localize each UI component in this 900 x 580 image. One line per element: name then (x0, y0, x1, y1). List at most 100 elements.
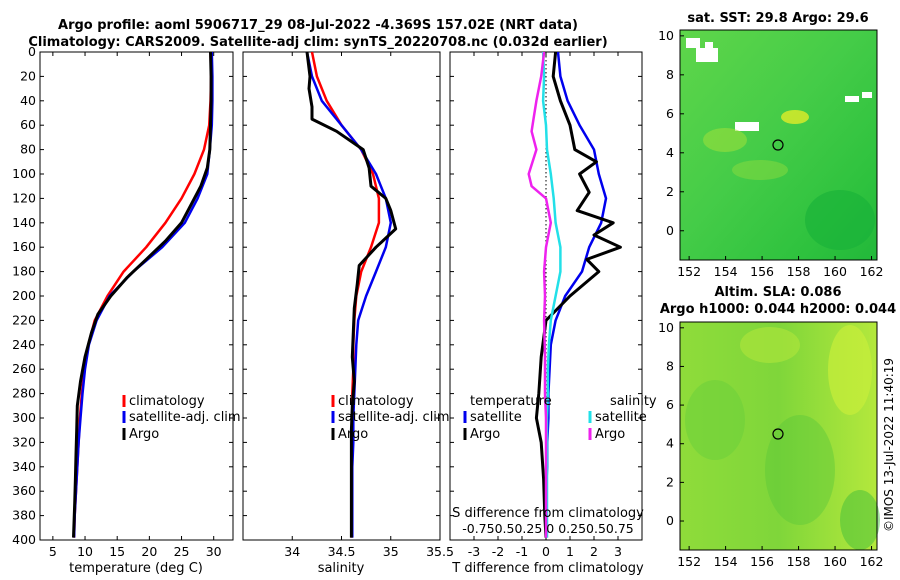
temperature-xlabel: temperature (deg C) (69, 561, 203, 576)
series-line-salinity-argo (527, 52, 553, 538)
depth-tick-label: 240 (12, 337, 36, 352)
sla-low-region (765, 415, 835, 525)
series-line-argo (72, 52, 213, 538)
difference-legend: temperature salinity satellite Argo sate… (463, 394, 657, 442)
sst-missing-patch (845, 96, 859, 102)
series-group (305, 52, 398, 538)
series-line-argo (305, 52, 398, 538)
x-tick-label: -2 (492, 544, 504, 559)
map-y-tick-label: 10 (658, 28, 674, 43)
x-tick-label: 35 (383, 544, 399, 559)
depth-tick-label: 60 (20, 117, 36, 132)
salinity-xlabel: salinity (318, 561, 365, 576)
sst-map-frame (679, 29, 878, 261)
legend-label-satellite: satellite-adj. clim (129, 410, 241, 425)
sst-missing-patch (705, 42, 713, 48)
sla-map-frame (679, 321, 878, 551)
map-y-tick-label: 10 (658, 320, 674, 335)
salinity-legend: climatology satellite-adj. clim Argo (331, 394, 450, 442)
series-group (527, 52, 622, 538)
legend-title-salinity: salinity (610, 394, 657, 409)
x-tick-label: -3 (468, 544, 480, 559)
sla-map-title: Altim. SLA: 0.086 (715, 285, 842, 300)
map-y-tick-label: 0 (666, 513, 674, 528)
depth-tick-label: 320 (12, 434, 36, 449)
copyright-label: ©IMOS 13-Jul-2022 11:40:19 (882, 358, 896, 532)
legend-label-climatology: climatology (129, 394, 205, 409)
map-x-tick-label: 160 (823, 554, 847, 569)
x-tick-label: 34 (284, 544, 300, 559)
sst-cool-region (805, 190, 875, 250)
x-tick-label: 0 (542, 544, 550, 559)
legend-label-temp-argo: Argo (470, 427, 500, 442)
sla-low-region (685, 380, 745, 460)
depth-tick-label: 80 (20, 142, 36, 157)
map-x-tick-label: 152 (677, 264, 701, 279)
sst-missing-patch (735, 122, 759, 131)
depth-tick-label: 200 (12, 288, 36, 303)
depth-tick-label: 340 (12, 459, 36, 474)
map-x-tick-label: 154 (714, 264, 738, 279)
sst-warm-spot (732, 160, 788, 180)
depth-tick-label: 40 (20, 93, 36, 108)
depth-tick-label: 120 (12, 190, 36, 205)
x-tick-label: 3 (614, 544, 622, 559)
figure-title-line2: Climatology: CARS2009. Satellite-adj cli… (28, 35, 607, 50)
map-x-tick-label: 160 (823, 264, 847, 279)
depth-tick-label: 180 (12, 264, 36, 279)
sla-map (679, 321, 880, 551)
sla-low-region (840, 490, 880, 550)
map-x-tick-label: 162 (860, 554, 884, 569)
series-line-climatology (72, 52, 213, 538)
x-tick-label: 20 (141, 544, 157, 559)
legend-label-sal-argo: Argo (595, 427, 625, 442)
map-x-tick-label: 154 (714, 554, 738, 569)
x-tick-label: 5 (49, 544, 57, 559)
legend-label-argo: Argo (338, 427, 368, 442)
depth-tick-label: 280 (12, 386, 36, 401)
series-line-temperature-argo (534, 52, 622, 538)
x-tick-label: 15 (109, 544, 125, 559)
map-x-tick-label: 156 (750, 264, 774, 279)
depth-tick-label: 300 (12, 410, 36, 425)
depth-tick-label: 100 (12, 166, 36, 181)
sst-warm-spot (703, 128, 747, 152)
sst-argo-marker (772, 139, 784, 151)
sst-missing-patch (696, 48, 718, 62)
sla-map-ticks: 152 154 156 158 160 162 0 2 4 6 8 10 (658, 320, 883, 569)
x-tick-label: 25 (174, 544, 190, 559)
legend-title-temperature: temperature (470, 394, 552, 409)
x-tick-label: 2 (590, 544, 598, 559)
map-x-tick-label: 158 (787, 264, 811, 279)
map-y-tick-label: 8 (666, 358, 674, 373)
map-x-tick-label: 162 (860, 264, 884, 279)
difference-top-xlabel: S difference from climatology (452, 506, 644, 521)
depth-tick-label: 20 (20, 68, 36, 83)
map-y-tick-label: 2 (666, 474, 674, 489)
map-y-tick-label: 6 (666, 106, 674, 121)
legend-label-climatology: climatology (338, 394, 414, 409)
sst-missing-patch (862, 92, 872, 98)
temperature-legend: climatology satellite-adj. clim Argo (122, 394, 241, 442)
map-y-tick-label: 6 (666, 397, 674, 412)
temperature-panel-frame (39, 51, 234, 541)
sst-map-ticks: 152 154 156 158 160 162 0 2 4 6 8 10 (658, 28, 883, 279)
depth-tick-label: 400 (12, 532, 36, 547)
legend-label-temp-satellite: satellite (470, 410, 522, 425)
salinity-panel: 34 34.5 35 35.5 (243, 51, 454, 559)
temperature-panel: 5 10 15 20 25 30 (40, 51, 233, 559)
sst-map-title: sat. SST: 29.8 Argo: 29.6 (687, 11, 868, 26)
series-line-satellite-adj-clim (305, 52, 393, 538)
x-tick-label: 30 (206, 544, 222, 559)
sst-map (679, 29, 878, 261)
difference-top-ticklabels: -0.750.50.25 0 0.250.50.75 (462, 521, 634, 536)
x-tick-label: 10 (77, 544, 93, 559)
depth-tick-label: 380 (12, 508, 36, 523)
depth-tick-label: 220 (12, 312, 36, 327)
figure-title-line1: Argo profile: aoml 5906717_29 08-Jul-202… (58, 18, 578, 33)
legend-label-argo: Argo (129, 427, 159, 442)
depth-tick-label: 260 (12, 361, 36, 376)
depth-tick-label: 160 (12, 239, 36, 254)
map-y-tick-label: 0 (666, 223, 674, 238)
sla-map-subtitle: Argo h1000: 0.044 h2000: 0.044 (660, 302, 896, 317)
